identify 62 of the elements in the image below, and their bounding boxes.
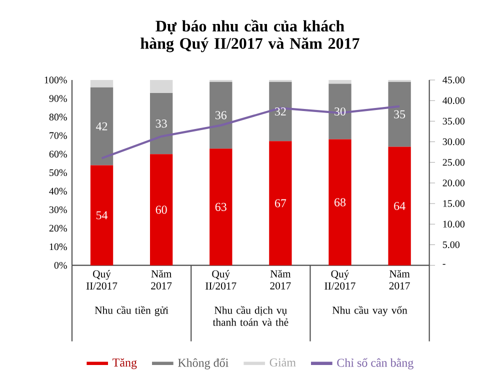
data-label: 60 <box>156 206 167 214</box>
y-tick-label: 20% <box>49 224 67 232</box>
legend-label: Giảm <box>270 358 296 366</box>
bar <box>210 148 232 266</box>
chart-title: Dự báo nhu cầu của khách hàng Quý II/2017 và Năm 2017 <box>140 20 360 52</box>
x-tick-label: Quý II/2017 <box>206 270 236 290</box>
legend-label: Không đổi <box>178 358 228 370</box>
bar <box>388 82 411 147</box>
x-tick-label: Quý II/2017 <box>324 270 356 290</box>
x-tick-label: Năm 2017 <box>389 270 410 290</box>
y-tick-label: 0% <box>54 262 67 269</box>
y-tick-label: 60% <box>49 150 67 158</box>
bar <box>328 139 352 266</box>
y2-tick-label: 40.00 <box>442 97 465 104</box>
bar <box>328 84 352 140</box>
y2-tick-label: 35.00 <box>442 118 465 124</box>
y-tick-label: 100% <box>44 76 67 84</box>
bar <box>150 80 173 93</box>
bar <box>269 141 292 266</box>
data-label: 63 <box>215 202 226 211</box>
x-tick-label: Năm 2017 <box>151 270 172 290</box>
bar <box>269 82 292 141</box>
y2-tick-label: 15.00 <box>443 200 465 207</box>
bar <box>90 80 114 88</box>
y-tick-label: 50% <box>50 169 67 176</box>
y2-tick-label: 5.00 <box>442 241 460 248</box>
text: Nhu cầu vay vốn <box>332 306 408 316</box>
bar <box>90 87 114 166</box>
text: Nhu cầu tiền gửi <box>94 306 168 316</box>
y-tick-label: 10% <box>50 243 67 250</box>
data-label: 32 <box>275 107 286 116</box>
data-label: 64 <box>394 202 406 210</box>
data-label: 33 <box>156 119 167 128</box>
y-tick-label: 80% <box>49 114 67 120</box>
data-label: 35 <box>394 110 406 118</box>
data-label: 30 <box>334 107 346 116</box>
y2-tick-label: - <box>442 264 446 265</box>
y-tick-label: 90% <box>49 94 67 102</box>
x-tick-label: Năm 2017 <box>270 270 291 290</box>
legend-label: Chỉ số cân bằng <box>337 358 414 370</box>
y-tick-label: 30% <box>49 206 67 213</box>
y2-tick-label: 20.00 <box>442 179 465 186</box>
y-tick-label: 40% <box>49 188 67 194</box>
bar <box>210 82 232 148</box>
bar <box>150 154 173 266</box>
y2-tick-label: 25.00 <box>442 158 465 166</box>
y2-tick-label: 10.00 <box>443 220 465 228</box>
y2-tick-label: 45.00 <box>442 76 465 84</box>
bar <box>150 92 173 154</box>
bar <box>388 146 411 266</box>
data-label: 42 <box>96 122 108 130</box>
data-label: 36 <box>215 111 227 120</box>
y2-tick-label: 30.00 <box>442 138 465 146</box>
data-label: 67 <box>274 199 286 208</box>
bar <box>90 165 114 266</box>
bar <box>328 80 352 84</box>
data-label: 54 <box>96 211 108 220</box>
legend-label: Tăng <box>112 358 137 369</box>
y-tick-label: 70% <box>50 132 67 139</box>
x-tick-label: Quý II/2017 <box>86 270 118 290</box>
text: Nhu cầu dịch vụ thanh toán và thẻ <box>212 306 288 326</box>
data-label: 68 <box>334 198 346 206</box>
